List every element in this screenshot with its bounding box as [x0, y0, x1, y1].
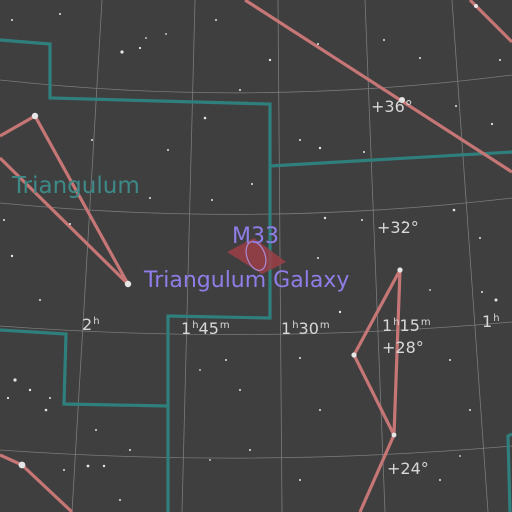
dec-label-32: +32° [377, 218, 419, 237]
ra-label-2h: 2h [82, 315, 100, 334]
pisces-figure-line [352, 269, 402, 437]
boundary-east [269, 150, 512, 168]
dec-label-28: +28° [382, 338, 424, 357]
ra-line-2h [71, 0, 103, 512]
ra-line-1h30m [277, 0, 283, 512]
pisces-figure-line-south [358, 434, 396, 512]
constellation-boundaries [0, 38, 512, 512]
ra-label-1h45m: 1h45m [181, 319, 230, 338]
triangulum-boundary [0, 38, 272, 512]
dec-circle-24 [0, 445, 512, 459]
ra-line-1h45m [181, 0, 196, 512]
ra-line-1h [451, 0, 489, 512]
aries-figure-line-south [0, 453, 74, 512]
dec-circle-32 [0, 197, 512, 215]
boundary-south-west [0, 328, 169, 408]
aries-figure-line-north [244, 0, 512, 174]
object-label-m33[interactable]: M33 [232, 224, 279, 249]
ra-label-1h: 1h [482, 312, 500, 331]
dec-label-36: +36° [371, 97, 413, 116]
ra-label-1h15m: 1h15m [382, 316, 431, 335]
dec-label-24: +24° [387, 459, 429, 478]
ra-line-1h15m [364, 0, 386, 512]
dec-circle-28 [0, 321, 512, 335]
dec-circle-36 [0, 74, 512, 94]
ra-label-1h30m: 1h30m [281, 319, 330, 338]
stars [3, 4, 501, 501]
m33-galaxy-marker[interactable] [227, 238, 286, 274]
triangulum-figure-line [0, 114, 130, 286]
boundary-south-east [506, 432, 512, 512]
object-label-triangulum-galaxy[interactable]: Triangulum Galaxy [144, 268, 350, 293]
constellation-label-triangulum: Triangulum [12, 173, 140, 199]
